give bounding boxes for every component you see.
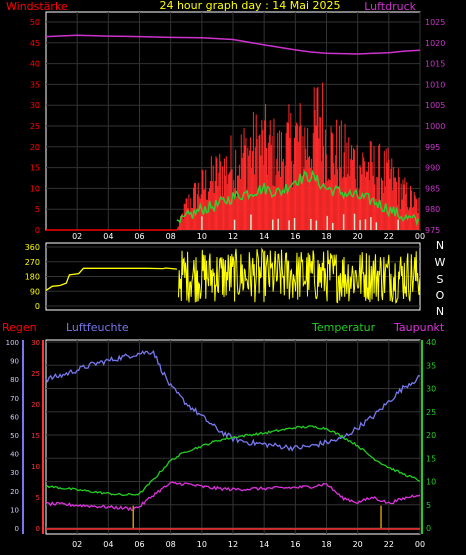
wind-avg-line (176, 169, 420, 227)
wind-tick-label: 10 (30, 184, 40, 193)
humidity-tick-label: 60 (10, 413, 19, 421)
pressure-tick-label: 1005 (425, 101, 445, 110)
temperature-line (45, 425, 421, 497)
wind-x-tick-label: 08 (166, 232, 176, 241)
temperature-tick-label: 20 (426, 431, 436, 440)
humidity-tick-label: 30 (10, 469, 19, 477)
pressure-tick-label: 1010 (425, 80, 445, 89)
humidity-tick-label: 100 (6, 339, 19, 347)
rain-axis-title: Regen (2, 321, 37, 334)
humidity-tick-label: 80 (10, 376, 19, 384)
temperature-tick-label: 15 (426, 454, 436, 463)
wind-tick-label: 40 (30, 60, 40, 69)
humidity-x-tick-label: 08 (166, 540, 176, 549)
direction-tick-label: 180 (25, 273, 40, 282)
rain-tick-label: 10 (31, 463, 40, 471)
wind-x-tick-label: 04 (103, 232, 113, 241)
temperature-tick-label: 10 (426, 478, 436, 487)
humidity-tick-label: 90 (10, 358, 19, 366)
rain-tick-label: 15 (31, 432, 40, 440)
wind-x-tick-label: 10 (197, 232, 207, 241)
humidity-tick-label: 20 (10, 488, 19, 496)
humidity-x-tick-label: 10 (197, 540, 207, 549)
pressure-tick-label: 1020 (425, 39, 445, 48)
wind-tick-label: 5 (35, 205, 40, 214)
humidity-tick-label: 10 (10, 506, 19, 514)
wind-tick-label: 45 (30, 39, 40, 48)
direction-steady-line (45, 267, 177, 291)
compass-label-n-bottom: N (436, 305, 444, 318)
pressure-axis-title: Luftdruck (364, 0, 416, 13)
dewpoint-axis-title: Taupunkt (393, 321, 445, 334)
wind-tick-label: 30 (30, 101, 40, 110)
pressure-tick-label: 990 (425, 164, 440, 173)
direction-tick-label: 90 (30, 287, 40, 296)
humidity-tick-label: 70 (10, 395, 19, 403)
compass-label-o: O (436, 289, 445, 302)
page-title: 24 hour graph day : 14 Mai 2025 (159, 0, 340, 12)
humidity-x-tick-label: 04 (103, 540, 113, 549)
wind-tick-label: 25 (30, 122, 40, 131)
rain-tick-label: 20 (31, 401, 40, 409)
humidity-tick-label: 0 (15, 525, 19, 533)
direction-tick-label: 270 (25, 258, 40, 267)
humidity-axis-title: Luftfeuchte (66, 321, 129, 334)
wind-tick-label: 15 (30, 164, 40, 173)
humidity-x-tick-label: 02 (72, 540, 82, 549)
direction-variable-line (178, 247, 421, 304)
temperature-tick-label: 30 (426, 385, 436, 394)
wind-tick-label: 50 (30, 18, 40, 27)
temperature-tick-label: 0 (426, 524, 431, 533)
wind-x-tick-label: 14 (259, 232, 269, 241)
wind-x-tick-label: 18 (321, 232, 331, 241)
humidity-x-tick-label: 20 (353, 540, 363, 549)
pressure-tick-label: 985 (425, 184, 440, 193)
humidity-x-tick-label: 00 (415, 540, 425, 549)
wind-x-tick-label: 06 (134, 232, 144, 241)
humidity-x-tick-label: 18 (321, 540, 331, 549)
wind-x-tick-label: 12 (228, 232, 238, 241)
pressure-tick-label: 1025 (425, 18, 445, 27)
rain-tick-label: 30 (31, 339, 40, 347)
pressure-tick-label: 1015 (425, 60, 445, 69)
humidity-x-tick-label: 14 (259, 540, 269, 549)
dewpoint-line (45, 481, 421, 512)
rain-tick-label: 0 (36, 525, 40, 533)
humidity-x-tick-label: 06 (134, 540, 144, 549)
direction-tick-label: 0 (35, 302, 40, 311)
wind-x-tick-label: 02 (72, 232, 82, 241)
pressure-line (45, 34, 421, 55)
temperature-tick-label: 40 (426, 338, 436, 347)
compass-label-w: W (435, 256, 446, 269)
rain-tick-label: 25 (31, 370, 40, 378)
pressure-tick-label: 975 (425, 226, 440, 235)
rain-tick-label: 5 (36, 494, 40, 502)
humidity-tick-label: 40 (10, 451, 19, 459)
compass-label-n-top: N (436, 239, 444, 252)
humidity-x-tick-label: 16 (290, 540, 300, 549)
wind-axis-title: Windstärke (6, 0, 68, 13)
humidity-x-tick-label: 12 (228, 540, 238, 549)
wind-x-tick-label: 20 (353, 232, 363, 241)
pressure-tick-label: 1000 (425, 122, 445, 131)
temperature-tick-label: 35 (426, 361, 436, 370)
humidity-line (45, 349, 421, 452)
humidity-tick-label: 50 (10, 432, 19, 440)
compass-label-s: S (437, 273, 444, 286)
wind-tick-label: 35 (30, 80, 40, 89)
pressure-tick-label: 995 (425, 143, 440, 152)
wind-x-tick-label: 00 (415, 232, 425, 241)
humidity-x-tick-label: 22 (384, 540, 394, 549)
wind-x-tick-label: 16 (290, 232, 300, 241)
temperature-tick-label: 5 (426, 501, 431, 510)
direction-tick-label: 360 (25, 243, 40, 252)
wind-x-tick-label: 22 (384, 232, 394, 241)
pressure-tick-label: 980 (425, 205, 440, 214)
wind-tick-label: 0 (35, 226, 40, 235)
temperature-tick-label: 25 (426, 408, 436, 417)
temperature-axis-title: Temperatur (311, 321, 376, 334)
wind-tick-label: 20 (30, 143, 40, 152)
